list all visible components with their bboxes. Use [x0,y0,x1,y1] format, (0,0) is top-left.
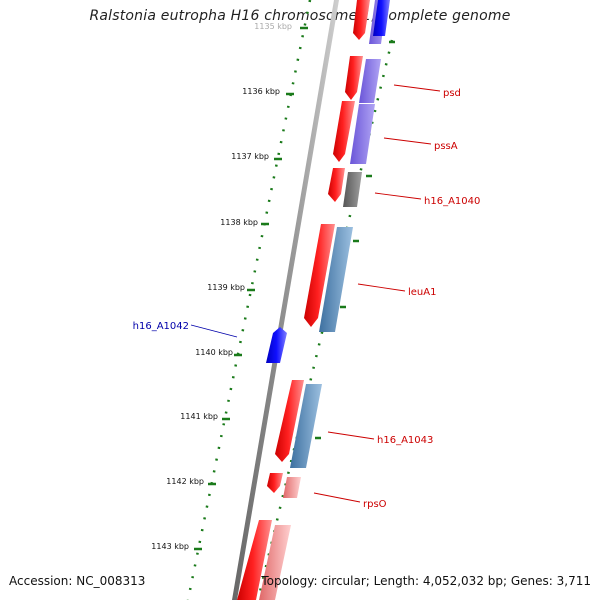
ruler-label: 1142 kbp [166,477,204,486]
leader-rpsO [313,492,361,503]
gene-label-leuA1: leuA1 [408,287,436,298]
cog-bar-psd [359,59,381,103]
gene-label-pssA: pssA [434,141,458,152]
gene-label-psd: psd [443,88,461,99]
gene-arrow-h16_A1040 [328,168,345,202]
map-title: Ralstonia eutropha H16 chromosome 1, com… [89,8,511,24]
ruler-label: 1135 kbp [254,22,292,31]
gene-label-rpsO: rpsO [363,499,387,510]
leader-pssA [383,137,432,145]
ruler-label: 1143 kbp [151,542,189,551]
gene-arrow-partial-top [353,0,370,40]
ruler-ticks [194,26,308,551]
cog-bar-top-blue [373,0,390,36]
gene-arrow-leuA1 [304,224,335,327]
gene-arrow-psd [345,56,363,100]
leader-psd [393,84,441,92]
gene-label-h16_A1040: h16_A1040 [424,196,480,207]
ruler-label: 1139 kbp [207,283,245,292]
leader-h16_A1040 [374,192,422,200]
leader-h16_A1042 [190,324,238,338]
ruler-label: 1141 kbp [180,412,218,421]
gene-arrow-h16_A1043 [275,380,304,462]
cog-bar-h16_A1040 [343,172,362,207]
leader-h16_A1043 [327,431,375,440]
cog-bar-pssA [350,104,375,164]
outer-ring-marks [315,40,395,440]
ruler-label: 1136 kbp [242,87,280,96]
gene-arrow-h16_A1042 [266,327,287,363]
cog-bar-h16_A1043 [290,384,322,468]
cog-bars [259,0,390,600]
ruler-label: 1138 kbp [220,218,258,227]
gene-arrow-partial-bottom [237,520,272,600]
label-leaders [190,84,441,503]
forward-genes [237,0,370,600]
cog-bar-leuA1 [319,227,353,332]
gene-arrow-rpsO [267,473,283,493]
gene-arrow-pssA [333,101,355,162]
accession-text: Accession: NC_008313 [9,574,146,588]
cog-bar-bottom [259,525,291,600]
ruler-label: 1140 kbp [195,348,233,357]
ruler-label: 1137 kbp [231,152,269,161]
cog-bar-rpsO [283,477,301,498]
genome-summary-text: Topology: circular; Length: 4,052,032 bp… [261,574,591,588]
gene-label-h16_A1043: h16_A1043 [377,435,433,446]
leader-leuA1 [357,283,406,292]
genome-backbone [232,0,339,600]
gene-label-h16_A1042: h16_A1042 [133,321,189,332]
